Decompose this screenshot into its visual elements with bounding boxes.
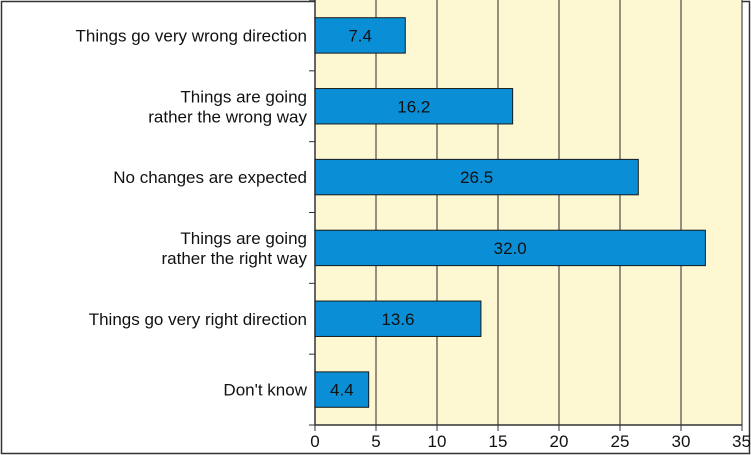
x-tick-label: 30 xyxy=(672,432,691,451)
x-tick-label: 25 xyxy=(611,432,630,451)
x-tick-label: 35 xyxy=(732,432,751,451)
bar-value-label: 16.2 xyxy=(397,97,430,116)
bar xyxy=(314,229,706,267)
bar-value-label: 7.4 xyxy=(348,26,372,45)
category-label: Things go very right direction xyxy=(89,310,307,329)
bar xyxy=(314,17,406,54)
gridlines xyxy=(375,0,743,425)
x-tick-label: 0 xyxy=(310,432,319,451)
category-label: Things are going xyxy=(180,87,307,106)
category-label: Don't know xyxy=(223,381,307,400)
bar xyxy=(314,371,370,408)
x-tick-label: 5 xyxy=(371,432,380,451)
category-label: rather the right way xyxy=(161,249,307,268)
x-tick-label: 10 xyxy=(428,432,447,451)
bar xyxy=(314,88,514,125)
bar-value-label: 4.4 xyxy=(330,381,354,400)
bar-value-label: 32.0 xyxy=(494,239,527,258)
category-label: Things are going xyxy=(180,229,307,248)
bar xyxy=(314,300,482,337)
plot-area xyxy=(315,0,742,425)
bar-value-label: 13.6 xyxy=(381,310,414,329)
category-label: Things go very wrong direction xyxy=(75,26,307,45)
bar-value-label: 26.5 xyxy=(460,168,493,187)
category-label: No changes are expected xyxy=(113,168,307,187)
axes xyxy=(309,0,743,431)
x-tick-label: 15 xyxy=(489,432,508,451)
labels: 0 5 10 15 20 25 30 35 7.4 Things go very wrong di… xyxy=(75,26,750,451)
category-label: rather the wrong way xyxy=(148,107,307,126)
x-tick-label: 20 xyxy=(550,432,569,451)
bars xyxy=(314,17,706,408)
bar xyxy=(314,158,639,196)
